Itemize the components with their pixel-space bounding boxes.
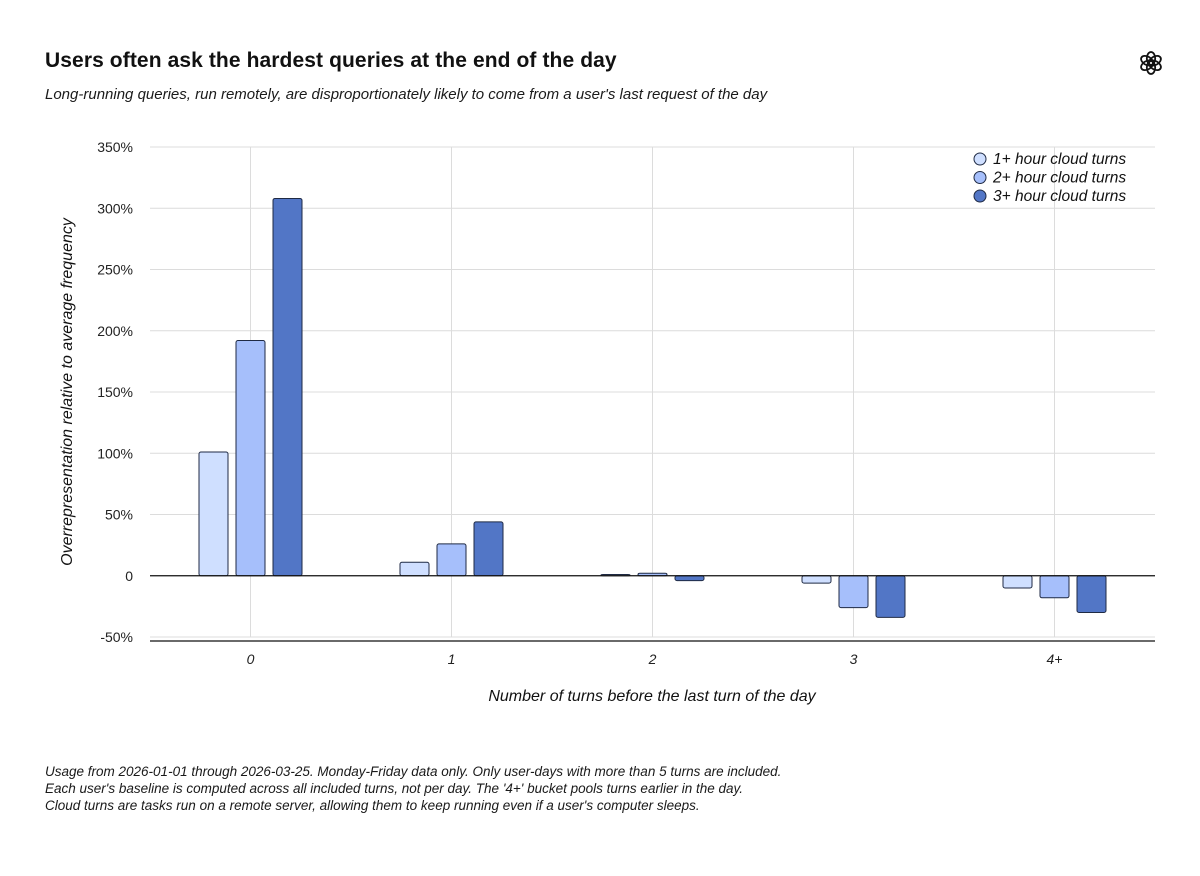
x-tick-labels: 0 1 2 3 4+	[247, 651, 1063, 667]
y-tick-label: 300%	[97, 200, 133, 216]
y-axis-label: Overrepresentation relative to average f…	[59, 217, 76, 566]
bar	[235, 340, 266, 577]
bar	[875, 575, 906, 618]
footnote-line: Usage from 2026-01-01 through 2026-03-25…	[45, 764, 782, 779]
footnotes: Usage from 2026-01-01 through 2026-03-25…	[45, 763, 781, 814]
bar	[838, 575, 869, 609]
bar	[436, 543, 467, 577]
x-axis-label: Number of turns before the last turn of …	[488, 688, 816, 705]
legend-label: 2+ hour cloud turns	[992, 170, 1126, 187]
x-tick-label: 3	[850, 651, 858, 667]
bar	[1039, 575, 1070, 599]
legend-swatch	[973, 189, 987, 203]
x-tick-label: 0	[247, 651, 255, 667]
bar	[198, 451, 229, 577]
y-tick-label: 50%	[105, 507, 133, 523]
bar	[1076, 575, 1107, 613]
openai-logo-icon	[1140, 51, 1162, 75]
y-tick-label: 350%	[97, 139, 133, 155]
footnote-line: Cloud turns are tasks run on a remote se…	[45, 798, 700, 813]
bar	[801, 575, 832, 584]
y-tick-labels: 350% 300% 250% 200% 150% 100% 50% 0 -50%	[97, 139, 133, 645]
bar	[1002, 575, 1033, 589]
y-tick-label: 100%	[97, 445, 133, 461]
bar	[473, 521, 504, 577]
chart-title: Users often ask the hardest queries at t…	[45, 49, 617, 72]
bar	[399, 561, 430, 577]
legend-swatch	[973, 152, 987, 166]
y-tick-label: 0	[125, 568, 133, 584]
y-tick-label: 250%	[97, 262, 133, 278]
legend-swatch	[973, 171, 987, 184]
bar	[674, 575, 705, 582]
legend-label: 1+ hour cloud turns	[993, 151, 1126, 168]
x-tick-label: 1	[448, 651, 456, 667]
x-tick-label: 2	[648, 651, 657, 667]
y-tick-label: -50%	[100, 629, 133, 645]
grid-lines	[150, 146, 1155, 638]
bar	[272, 197, 303, 577]
axes	[150, 575, 1155, 642]
bars	[198, 197, 1107, 618]
x-tick-label: 4+	[1047, 651, 1063, 667]
y-tick-label: 200%	[97, 323, 133, 339]
y-tick-label: 150%	[97, 384, 133, 400]
legend-label: 3+ hour cloud turns	[993, 188, 1126, 205]
legend: 1+ hour cloud turns 2+ hour cloud turns3+…	[973, 151, 1126, 205]
chart-subtitle: Long-running queries, run remotely, are …	[45, 86, 768, 103]
footnote-line: Each user's baseline is computed across …	[45, 781, 743, 796]
